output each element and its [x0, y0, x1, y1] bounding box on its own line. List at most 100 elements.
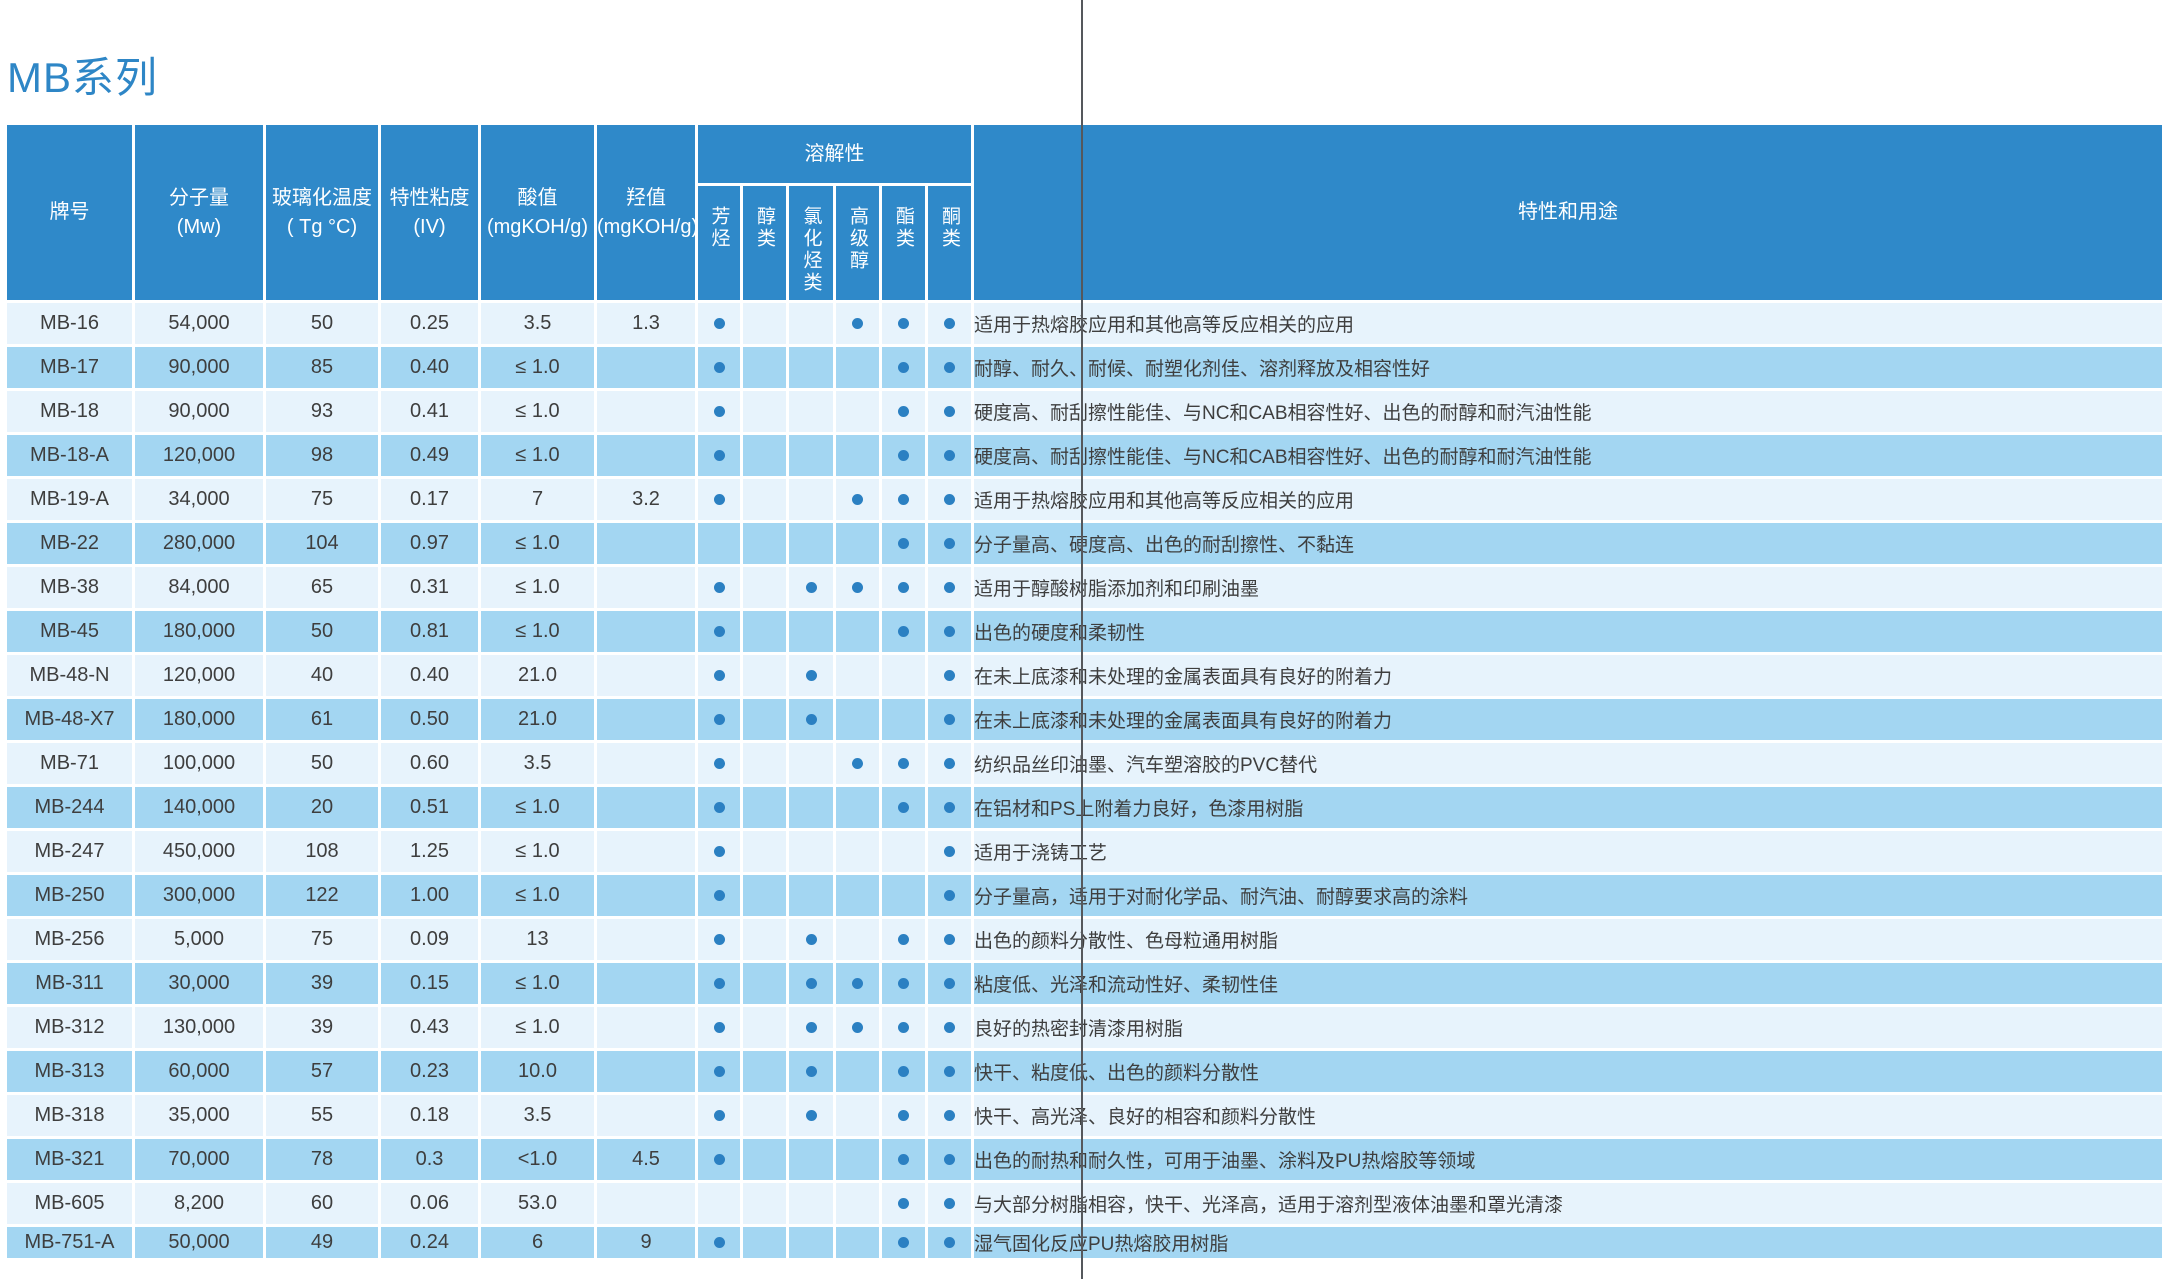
hydroxyl-value-cell [597, 831, 695, 872]
properties-and-uses-cell: 硬度高、耐刮擦性能佳、与NC和CAB相容性好、出色的耐醇和耐汽油性能 [974, 391, 2162, 432]
solubility-dot [713, 318, 725, 330]
solubility-aromatics-cell [698, 787, 740, 828]
acid-value-cell: 7 [481, 479, 594, 520]
solubility-chlorinated-hydrocarbons-cell [789, 435, 833, 476]
mb-series-table: 牌号 分子量 (Mw) 玻璃化温度 ( Tg °C) 特性粘度 (IV) 酸值 … [4, 122, 2165, 1261]
solubility-higher-alcohols-cell [836, 1007, 879, 1048]
acid-value-cell: 21.0 [481, 655, 594, 696]
solubility-dot [898, 1154, 909, 1166]
properties-and-uses-cell: 快干、粘度低、出色的颜料分散性 [974, 1051, 2162, 1092]
solubility-higher-alcohols-cell [836, 567, 879, 608]
header-solubility-group: 溶解性 [698, 125, 971, 183]
header-glass-transition-temp: 玻璃化温度 ( Tg °C) [266, 125, 378, 300]
hydroxyl-value-cell [597, 963, 695, 1004]
solubility-dot [898, 582, 909, 594]
solubility-aromatics-cell [698, 963, 740, 1004]
solubility-dot [713, 846, 725, 858]
solubility-dot [898, 802, 909, 814]
hydroxyl-value-cell [597, 567, 695, 608]
solubility-chlorinated-hydrocarbons-cell [789, 1007, 833, 1048]
hydroxyl-value-cell: 9 [597, 1227, 695, 1258]
table-row: MB-313 60,000 57 0.23 10.0 快干、粘度低、出色的颜料分散性 [7, 1051, 2162, 1092]
hydroxyl-value-cell [597, 523, 695, 564]
intrinsic-viscosity-cell: 1.25 [381, 831, 478, 872]
hydroxyl-value-cell [597, 391, 695, 432]
grade-cell: MB-313 [7, 1051, 132, 1092]
table-row: MB-18-A 120,000 98 0.49 ≤ 1.0 硬度高、耐刮擦性能佳、与NC和… [7, 435, 2162, 476]
grade-cell: MB-244 [7, 787, 132, 828]
solubility-chlorinated-hydrocarbons-cell [789, 655, 833, 696]
glass-transition-temp-cell: 61 [266, 699, 378, 740]
solubility-dot [713, 626, 725, 638]
solubility-aromatics-cell [698, 347, 740, 388]
header-properties-and-uses: 特性和用途 [974, 125, 2162, 300]
solubility-alcohols-cell [743, 919, 786, 960]
solubility-chlorinated-hydrocarbons-cell [789, 1227, 833, 1258]
table-header: 牌号 分子量 (Mw) 玻璃化温度 ( Tg °C) 特性粘度 (IV) 酸值 … [7, 125, 2162, 300]
header-hydroxyl-value: 羟值 (mgKOH/g) [597, 125, 695, 300]
molecular-weight-cell: 70,000 [135, 1139, 263, 1180]
table-row: MB-250 300,000 122 1.00 ≤ 1.0 分子量高，适用于对耐化学品、耐… [7, 875, 2162, 916]
solubility-higher-alcohols-cell [836, 787, 879, 828]
properties-and-uses-cell: 纺织品丝印油墨、汽车塑溶胶的PVC替代 [974, 743, 2162, 784]
properties-and-uses-cell: 在铝材和PS上附着力良好，色漆用树脂 [974, 787, 2162, 828]
intrinsic-viscosity-cell: 0.40 [381, 347, 478, 388]
properties-and-uses-cell: 在未上底漆和未处理的金属表面具有良好的附着力 [974, 699, 2162, 740]
solubility-dot [852, 758, 863, 770]
solubility-dot [898, 1066, 909, 1078]
glass-transition-temp-cell: 50 [266, 303, 378, 344]
solubility-dot [713, 978, 725, 990]
acid-value-cell: ≤ 1.0 [481, 391, 594, 432]
solubility-dot [944, 450, 955, 462]
hydroxyl-value-cell: 3.2 [597, 479, 695, 520]
solubility-higher-alcohols-cell [836, 1139, 879, 1180]
solubility-dot [852, 978, 863, 990]
hydroxyl-value-cell: 4.5 [597, 1139, 695, 1180]
hydroxyl-value-cell [597, 435, 695, 476]
acid-value-cell: 21.0 [481, 699, 594, 740]
solubility-alcohols-cell [743, 347, 786, 388]
solubility-dot [805, 1066, 817, 1078]
solubility-esters-cell [882, 567, 925, 608]
solubility-higher-alcohols-cell [836, 875, 879, 916]
header-solubility-aromatics: 芳烃 [698, 186, 740, 300]
molecular-weight-cell: 180,000 [135, 699, 263, 740]
acid-value-cell: ≤ 1.0 [481, 875, 594, 916]
molecular-weight-cell: 180,000 [135, 611, 263, 652]
acid-value-cell: ≤ 1.0 [481, 435, 594, 476]
hydroxyl-value-cell [597, 699, 695, 740]
solubility-ketones-cell [928, 655, 971, 696]
table-row: MB-38 84,000 65 0.31 ≤ 1.0 适用于醇酸树脂添加剂和印刷油墨 [7, 567, 2162, 608]
acid-value-cell: ≤ 1.0 [481, 1007, 594, 1048]
acid-value-cell: 3.5 [481, 743, 594, 784]
hydroxyl-value-cell [597, 875, 695, 916]
solubility-chlorinated-hydrocarbons-cell [789, 699, 833, 740]
solubility-higher-alcohols-cell [836, 523, 879, 564]
solubility-dot [944, 802, 955, 814]
page-title: MB系列 [7, 54, 159, 101]
solubility-chlorinated-hydrocarbons-cell [789, 1139, 833, 1180]
solubility-dot [852, 1022, 863, 1034]
molecular-weight-cell: 60,000 [135, 1051, 263, 1092]
header-solubility-chlorinated-hydrocarbons: 氯化烃类 [789, 186, 833, 300]
grade-cell: MB-256 [7, 919, 132, 960]
solubility-alcohols-cell [743, 655, 786, 696]
solubility-chlorinated-hydrocarbons-cell [789, 479, 833, 520]
molecular-weight-cell: 120,000 [135, 655, 263, 696]
glass-transition-temp-cell: 65 [266, 567, 378, 608]
solubility-ketones-cell [928, 787, 971, 828]
header-molecular-weight: 分子量 (Mw) [135, 125, 263, 300]
solubility-dot [898, 758, 909, 770]
table-row: MB-19-A 34,000 75 0.17 7 3.2 适用于热熔胶应用和其他高等反应相关… [7, 479, 2162, 520]
solubility-dot [944, 714, 955, 726]
table-row: MB-71 100,000 50 0.60 3.5 纺织品丝印油墨、汽车塑溶胶的PVC替代 [7, 743, 2162, 784]
solubility-higher-alcohols-cell [836, 1227, 879, 1258]
solubility-alcohols-cell [743, 831, 786, 872]
acid-value-cell: ≤ 1.0 [481, 787, 594, 828]
glass-transition-temp-cell: 108 [266, 831, 378, 872]
acid-value-cell: ≤ 1.0 [481, 523, 594, 564]
glass-transition-temp-cell: 40 [266, 655, 378, 696]
hydroxyl-value-cell [597, 1095, 695, 1136]
intrinsic-viscosity-cell: 0.60 [381, 743, 478, 784]
glass-transition-temp-cell: 85 [266, 347, 378, 388]
